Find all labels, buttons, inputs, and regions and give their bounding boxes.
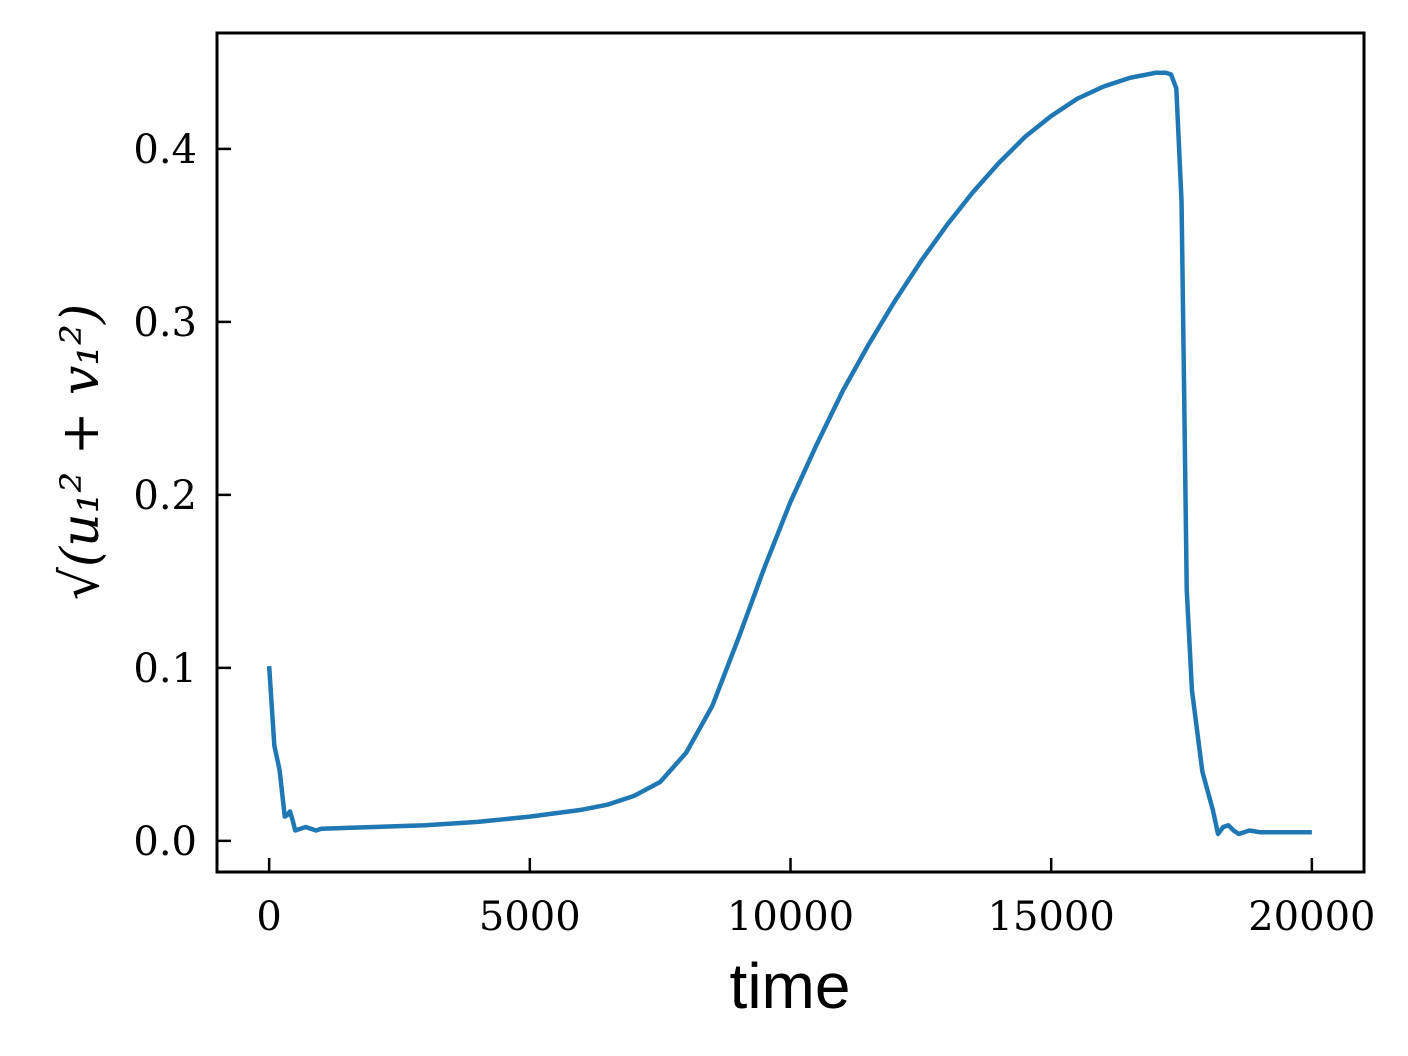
y-axis-ticks: 0.0 0.1 0.2 0.3 0.4 [133, 127, 231, 865]
x-axis-ticks: 0 5000 10000 15000 20000 [256, 858, 1375, 940]
x-tick-label: 20000 [1248, 894, 1375, 940]
y-tick-label: 0.1 [133, 646, 197, 692]
y-tick-label: 0.4 [133, 127, 197, 173]
x-tick-label: 10000 [727, 894, 854, 940]
y-tick-label: 0.3 [133, 300, 197, 346]
x-tick-label: 5000 [479, 894, 581, 940]
x-axis-label: time [730, 950, 851, 1022]
x-tick-label: 15000 [988, 894, 1115, 940]
series-line-0 [266, 70, 1312, 837]
y-tick-label: 0.2 [133, 473, 197, 519]
y-axis-label: √(u₁² + v₁²) [51, 304, 111, 601]
x-tick-label: 0 [256, 894, 281, 940]
y-tick-label: 0.0 [133, 819, 197, 865]
plot-frame [215, 31, 1366, 874]
series-layer [266, 70, 1312, 837]
